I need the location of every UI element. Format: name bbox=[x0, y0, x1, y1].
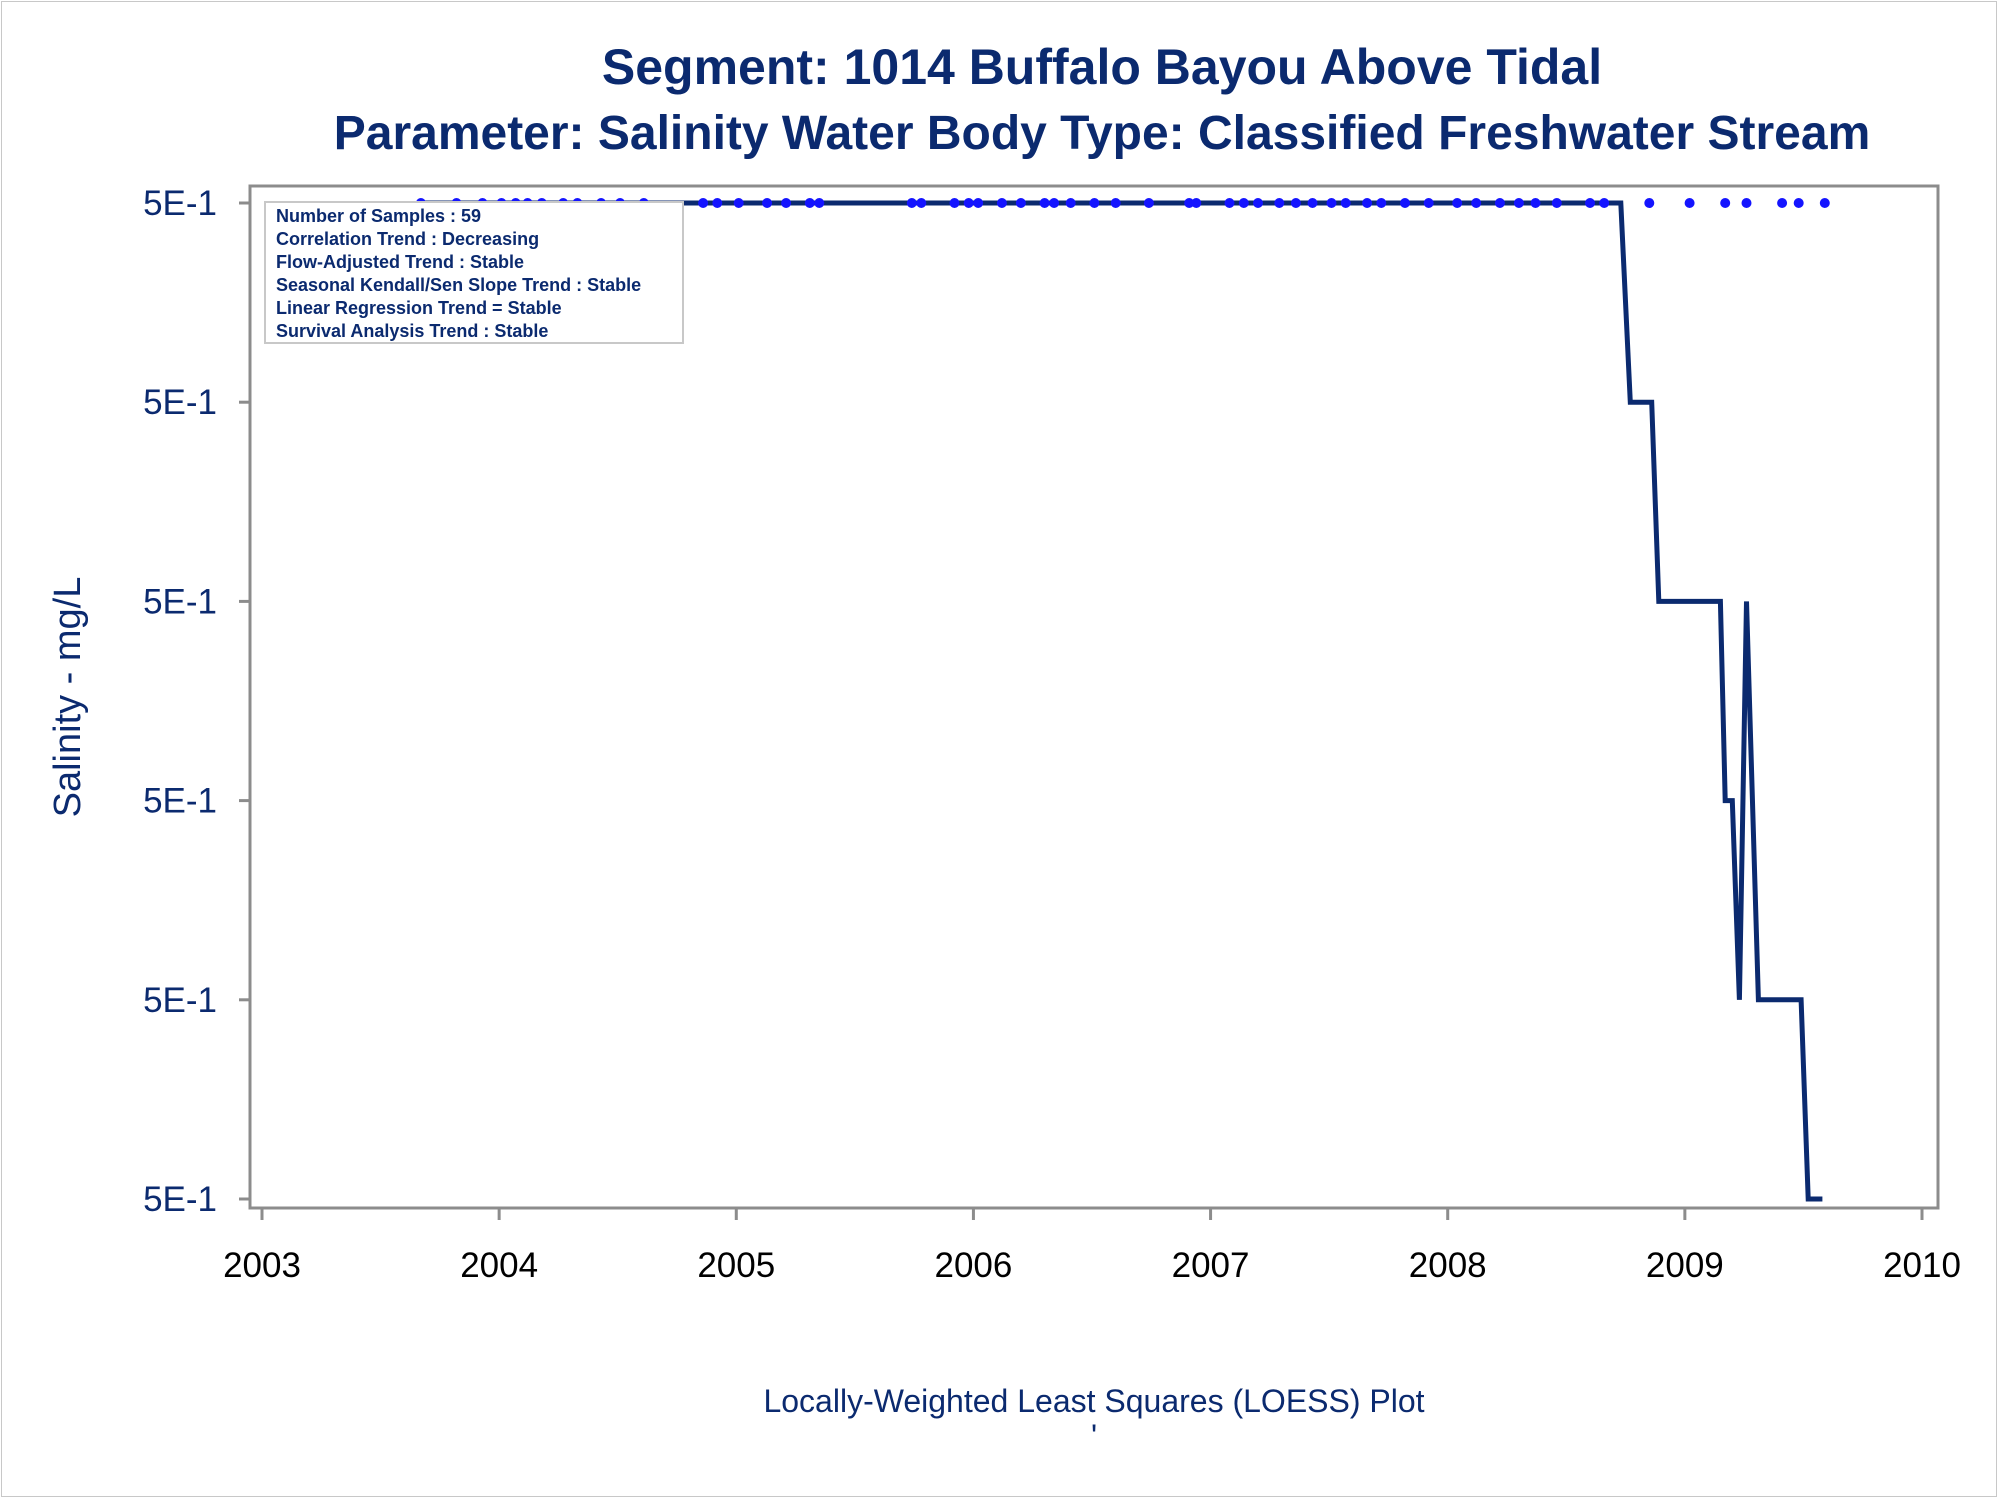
legend-entry-samples: Number of Samples : 59 bbox=[276, 206, 481, 226]
sample-point bbox=[781, 198, 792, 208]
sample-point bbox=[1049, 198, 1060, 208]
sample-point bbox=[1039, 198, 1050, 208]
legend-box bbox=[264, 201, 684, 344]
sample-point bbox=[1741, 198, 1752, 208]
sample-point bbox=[1015, 198, 1026, 208]
footnote-mark: ' bbox=[1091, 1418, 1097, 1454]
sample-point bbox=[1819, 198, 1830, 208]
sample-point bbox=[949, 198, 960, 208]
sample-point bbox=[1362, 198, 1373, 208]
y-tick-label: 5E-1 bbox=[143, 582, 217, 621]
legend-entry-seasonal-kendall: Seasonal Kendall/Sen Slope Trend : Stabl… bbox=[276, 275, 641, 295]
chart-subtitle: Parameter: Salinity Water Body Type: Cla… bbox=[334, 107, 1871, 160]
sample-point bbox=[906, 198, 917, 208]
sample-point bbox=[1065, 198, 1076, 208]
legend: Number of Samples : 59 Correlation Trend… bbox=[264, 201, 684, 344]
sample-point bbox=[996, 198, 1007, 208]
y-axis: 5E-1 5E-1 5E-1 5E-1 5E-1 5E-1 bbox=[143, 184, 250, 1219]
sample-point bbox=[804, 198, 815, 208]
legend-entry-linear-regression: Linear Regression Trend = Stable bbox=[276, 298, 562, 318]
sample-point bbox=[1494, 198, 1505, 208]
sample-point bbox=[1184, 198, 1195, 208]
sample-point bbox=[1290, 198, 1301, 208]
x-tick-label: 2003 bbox=[223, 1246, 301, 1285]
sample-point bbox=[1376, 198, 1387, 208]
legend-entry-survival: Survival Analysis Trend : Stable bbox=[276, 321, 548, 341]
sample-point bbox=[1191, 198, 1202, 208]
sample-point bbox=[1452, 198, 1463, 208]
x-tick-label: 2006 bbox=[934, 1246, 1012, 1285]
x-axis-label: Locally-Weighted Least Squares (LOESS) P… bbox=[763, 1383, 1424, 1419]
sample-point bbox=[1326, 198, 1337, 208]
sample-point bbox=[963, 198, 974, 208]
legend-entry-flow-adjusted: Flow-Adjusted Trend : Stable bbox=[276, 252, 524, 272]
sample-point bbox=[1530, 198, 1541, 208]
sample-point bbox=[1777, 198, 1788, 208]
x-tick-label: 2005 bbox=[697, 1246, 775, 1285]
y-tick-label: 5E-1 bbox=[143, 981, 217, 1020]
y-tick-label: 5E-1 bbox=[143, 184, 217, 223]
x-tick-label: 2004 bbox=[460, 1246, 538, 1285]
sample-point bbox=[1551, 198, 1562, 208]
sample-point bbox=[973, 198, 984, 208]
sample-point bbox=[1253, 198, 1263, 208]
sample-point bbox=[916, 198, 927, 208]
sample-point bbox=[1400, 198, 1410, 208]
sample-point bbox=[762, 198, 773, 208]
sample-point bbox=[1340, 198, 1351, 208]
y-axis-label: Salinity - mg/L bbox=[47, 577, 89, 818]
legend-entry-correlation: Correlation Trend : Decreasing bbox=[276, 229, 539, 249]
x-tick-label: 2008 bbox=[1409, 1246, 1487, 1285]
chart-title: Segment: 1014 Buffalo Bayou Above Tidal bbox=[602, 39, 1602, 95]
sample-point bbox=[698, 198, 709, 208]
y-tick-label: 5E-1 bbox=[143, 383, 217, 422]
x-tick-label: 2009 bbox=[1646, 1246, 1724, 1285]
sample-point bbox=[1599, 198, 1610, 208]
x-tick-label: 2007 bbox=[1172, 1246, 1250, 1285]
y-tick-label: 5E-1 bbox=[143, 1180, 217, 1219]
sample-point bbox=[1720, 198, 1731, 208]
sample-point bbox=[1684, 198, 1695, 208]
sample-point bbox=[712, 198, 723, 208]
loess-series-line bbox=[420, 200, 1823, 1202]
sample-point bbox=[1110, 198, 1121, 208]
sample-points bbox=[415, 198, 1830, 208]
sample-point bbox=[1238, 198, 1249, 208]
sample-point bbox=[1089, 198, 1100, 208]
x-axis: 2003 2004 2005 2006 2007 2008 2009 2010 bbox=[223, 1208, 1961, 1285]
sample-point bbox=[1423, 198, 1434, 208]
x-tick-label: 2010 bbox=[1883, 1246, 1961, 1285]
sample-point bbox=[1513, 198, 1524, 208]
y-tick-label: 5E-1 bbox=[143, 782, 217, 821]
sample-point bbox=[733, 198, 744, 208]
sample-point bbox=[1644, 198, 1655, 208]
sample-point bbox=[1793, 198, 1804, 208]
plot-area bbox=[248, 184, 1940, 1210]
sample-point bbox=[1224, 198, 1235, 208]
sample-point bbox=[1471, 198, 1482, 208]
sample-point bbox=[1585, 198, 1595, 208]
sample-point bbox=[1274, 198, 1285, 208]
sample-point bbox=[1143, 198, 1154, 208]
sample-point bbox=[1307, 198, 1318, 208]
sample-point bbox=[814, 198, 825, 208]
